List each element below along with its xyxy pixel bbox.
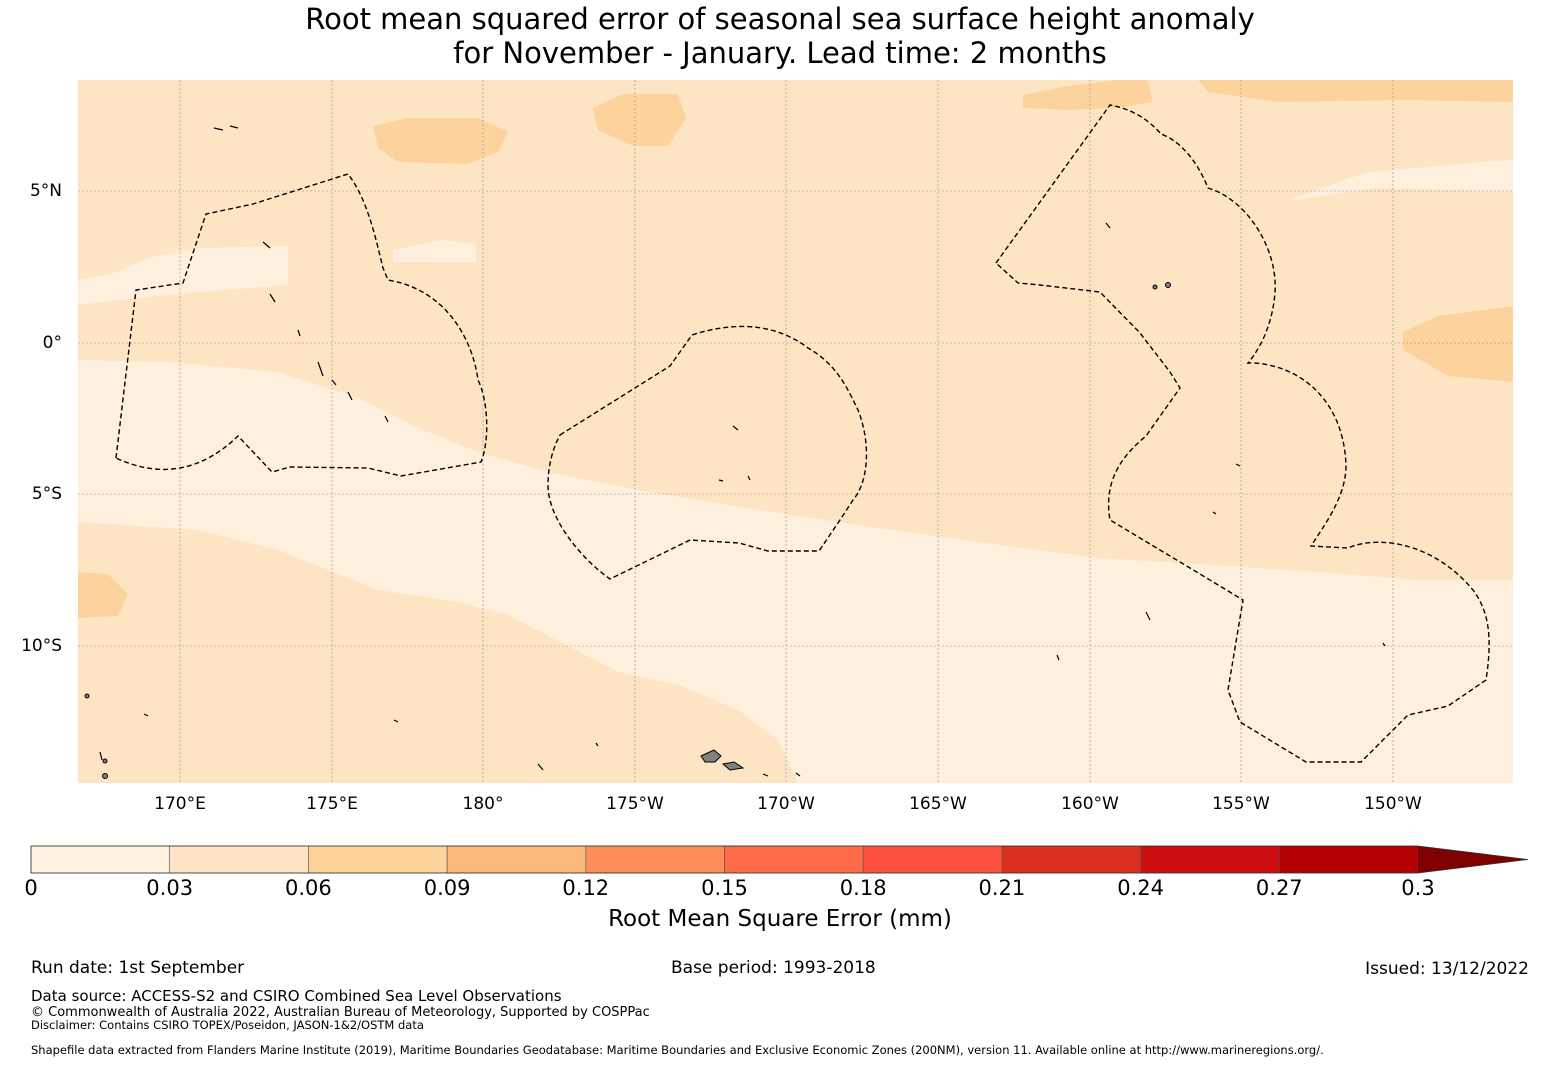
- field-low-band-west: [78, 360, 1513, 783]
- eez-boundary-tuvalu-region: [115, 173, 488, 477]
- field-high-patch-2: [593, 94, 686, 146]
- colorbar-tick-label: 0.3: [1401, 876, 1435, 900]
- title-line-2: for November - January. Lead time: 2 mon…: [453, 36, 1107, 70]
- eez-boundary-cook-islands-region: [995, 104, 1490, 763]
- disclaimer: Disclaimer: Contains CSIRO TOPEX/Poseido…: [31, 1018, 424, 1032]
- colorbar-segment: [169, 845, 309, 874]
- rmse-map: [78, 80, 1513, 783]
- colorbar-segment: [724, 845, 864, 874]
- colorbar-segment: [1279, 845, 1419, 874]
- field-mid-sw: [78, 522, 798, 783]
- lon-tick-155w: 155°W: [1212, 794, 1270, 814]
- land-islands: [84, 282, 1171, 779]
- lon-tick-180: 180°: [462, 794, 504, 814]
- colorbar-tick-label: 0: [24, 876, 38, 900]
- lon-tick-170w: 170°W: [757, 794, 815, 814]
- island-samoa-upolu: [700, 749, 722, 763]
- colorbar-tick-label: 0.03: [146, 876, 194, 900]
- field-low-patch-n: [393, 240, 476, 262]
- lon-tick-160w: 160°W: [1061, 794, 1119, 814]
- field-low-patch-ne: [1288, 160, 1513, 200]
- eez-boundaries: [115, 104, 1490, 763]
- field-low-patch-s: [903, 636, 966, 660]
- colorbar-segment: [585, 845, 725, 874]
- run-date: Run date: 1st September: [31, 958, 245, 978]
- colorbar-tick-label: 0.12: [562, 876, 610, 900]
- lon-tick-175e: 175°E: [306, 794, 358, 814]
- colorbar-tick-label: 0.06: [285, 876, 332, 900]
- lon-tick-165w: 165°W: [909, 794, 967, 814]
- colorbar-tick-label: 0.18: [839, 876, 887, 900]
- colorbar-outline: [30, 845, 1529, 874]
- lat-tick-0: 0°: [42, 333, 62, 353]
- field-high-patch-6: [78, 572, 128, 618]
- colorbar-title: Root Mean Square Error (mm): [608, 906, 952, 932]
- colorbar-tick-label: 0.15: [701, 876, 748, 900]
- island-samoa-savaii: [721, 761, 745, 771]
- title-line-1: Root mean squared error of seasonal sea …: [305, 2, 1255, 36]
- eez-boundary-tokelau-region: [547, 325, 868, 580]
- colorbar-segment: [30, 845, 170, 874]
- colorbar-tick-label: 0.27: [1255, 876, 1303, 900]
- data-source: Data source: ACCESS-S2 and CSIRO Combine…: [31, 987, 562, 1005]
- colorbar-segment: [1140, 845, 1280, 874]
- colorbar-segment: [446, 845, 587, 874]
- colorbar-tick-label: 0.21: [978, 876, 1026, 900]
- colorbar-segment: [1001, 845, 1141, 874]
- base-period: Base period: 1993-2018: [671, 958, 876, 978]
- colorbar: [30, 845, 1529, 874]
- small-islands: [99, 125, 1386, 777]
- lat-tick-5n: 5°N: [29, 181, 62, 201]
- lon-tick-170e: 170°E: [154, 794, 206, 814]
- colorbar-segment: [862, 845, 1003, 874]
- shapefile-credit: Shapefile data extracted from Flanders M…: [31, 1043, 1324, 1057]
- field-high-patch-4: [1198, 80, 1513, 102]
- lat-tick-10s: 10°S: [21, 636, 62, 656]
- field-high-patch-5: [1403, 306, 1513, 382]
- colorbar-tick-label: 0.09: [423, 876, 471, 900]
- colorbar-tick-label: 0.24: [1117, 876, 1164, 900]
- lon-tick-150w: 150°W: [1364, 794, 1422, 814]
- field-high-patch-3: [1023, 80, 1153, 110]
- gridlines: [78, 80, 1513, 783]
- lat-tick-5s: 5°S: [31, 484, 62, 504]
- colorbar-segment: [308, 845, 448, 874]
- field-high-patch-1: [373, 118, 508, 164]
- field-low-patch-nw: [78, 246, 288, 305]
- lon-tick-175w: 175°W: [606, 794, 664, 814]
- figure-title: Root mean squared error of seasonal sea …: [0, 2, 1560, 70]
- issued-date: Issued: 13/12/2022: [1365, 959, 1529, 979]
- copyright: © Commonwealth of Australia 2022, Austra…: [31, 1005, 650, 1020]
- colorbar-extend-arrow: [1418, 846, 1528, 873]
